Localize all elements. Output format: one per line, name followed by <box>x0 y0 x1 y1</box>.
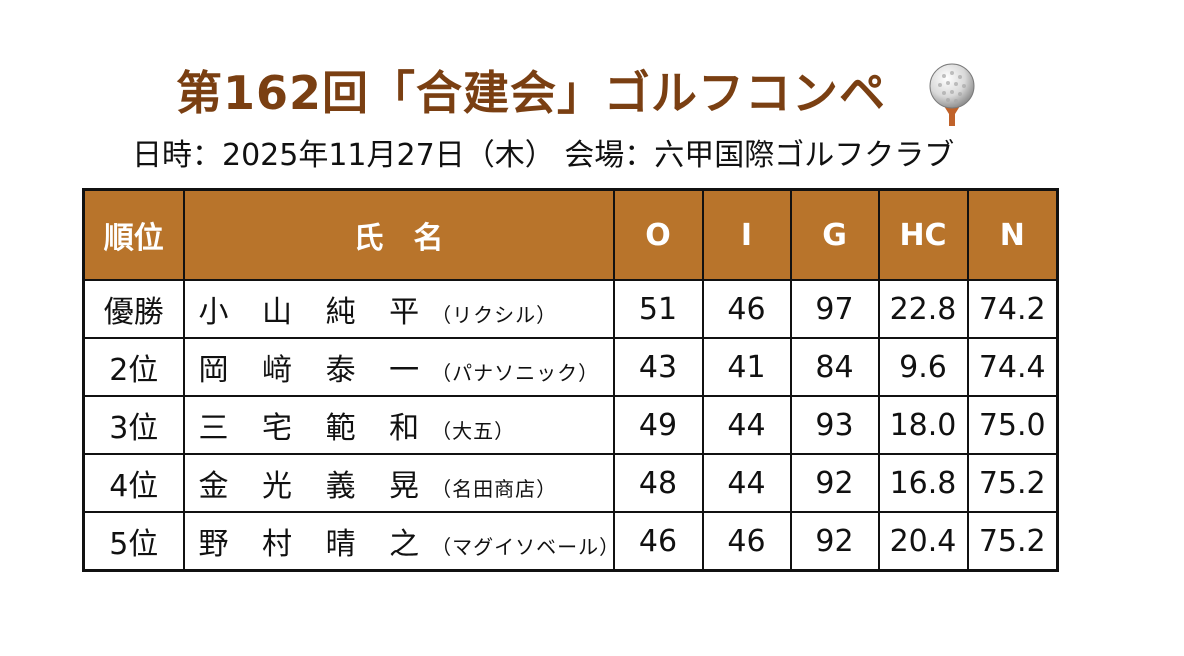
rank-cell: 優勝 <box>82 279 185 339</box>
in-score: 44 <box>701 395 792 455</box>
header-handicap: HC <box>877 188 969 281</box>
name-cell: 岡 﨑 泰 一（パナソニック） <box>182 337 615 397</box>
header-in: I <box>701 188 792 281</box>
page-title: 第162回「合建会」ゴルフコンペ <box>176 66 887 120</box>
net-score: 74.2 <box>966 279 1059 339</box>
handicap: 20.4 <box>877 511 969 572</box>
net-score: 75.2 <box>966 453 1059 513</box>
company-name: （名田商店） <box>431 477 558 501</box>
handicap: 16.8 <box>877 453 969 513</box>
out-score: 51 <box>612 279 704 339</box>
rank-cell: 3位 <box>82 395 185 455</box>
company-name: （パナソニック） <box>431 361 600 385</box>
out-score: 48 <box>612 453 704 513</box>
in-score: 44 <box>701 453 792 513</box>
net-score: 75.2 <box>966 511 1059 572</box>
table-header-row: 順位 氏 名 O I G HC N <box>82 188 1059 281</box>
header-out: O <box>612 188 704 281</box>
player-name: 小 山 純 平 <box>198 295 432 330</box>
header-gross: G <box>789 188 880 281</box>
out-score: 46 <box>612 511 704 572</box>
name-cell: 金 光 義 晃（名田商店） <box>182 453 615 513</box>
rank-cell: 2位 <box>82 337 185 397</box>
event-info: 日時：2025年11月27日（木） 会場：六甲国際ゴルフクラブ <box>132 138 955 173</box>
player-name: 岡 﨑 泰 一 <box>198 353 432 388</box>
company-name: （大五） <box>431 419 516 443</box>
header-net: N <box>966 188 1059 281</box>
company-name: （マグイソベール） <box>431 535 614 559</box>
rank-cell: 5位 <box>82 511 185 572</box>
name-cell: 三 宅 範 和（大五） <box>182 395 615 455</box>
player-name: 三 宅 範 和 <box>198 411 432 446</box>
player-name: 金 光 義 晃 <box>198 469 432 504</box>
rank-cell: 4位 <box>82 453 185 513</box>
net-score: 75.0 <box>966 395 1059 455</box>
gross-score: 93 <box>789 395 880 455</box>
in-score: 46 <box>701 511 792 572</box>
company-name: （リクシル） <box>431 303 558 327</box>
in-score: 46 <box>701 279 792 339</box>
out-score: 43 <box>612 337 704 397</box>
header-name: 氏 名 <box>182 188 615 281</box>
player-name: 野 村 晴 之 <box>198 527 432 562</box>
golf-ball-on-tee-icon <box>929 63 975 126</box>
name-cell: 小 山 純 平（リクシル） <box>182 279 615 339</box>
gross-score: 97 <box>789 279 880 339</box>
table-row: 3位 三 宅 範 和（大五） 49 44 93 18.0 75.0 <box>82 395 1059 455</box>
gross-score: 92 <box>789 511 880 572</box>
gross-score: 92 <box>789 453 880 513</box>
net-score: 74.4 <box>966 337 1059 397</box>
name-cell: 野 村 晴 之（マグイソベール） <box>182 511 615 572</box>
handicap: 22.8 <box>877 279 969 339</box>
table-row: 2位 岡 﨑 泰 一（パナソニック） 43 41 84 9.6 74.4 <box>82 337 1059 397</box>
gross-score: 84 <box>789 337 880 397</box>
handicap: 9.6 <box>877 337 969 397</box>
in-score: 41 <box>701 337 792 397</box>
results-table: 順位 氏 名 O I G HC N 優勝 小 山 純 平（リクシル） 51 46… <box>82 188 1059 572</box>
header-rank: 順位 <box>82 188 185 281</box>
table-row: 5位 野 村 晴 之（マグイソベール） 46 46 92 20.4 75.2 <box>82 511 1059 572</box>
out-score: 49 <box>612 395 704 455</box>
handicap: 18.0 <box>877 395 969 455</box>
table-row: 優勝 小 山 純 平（リクシル） 51 46 97 22.8 74.2 <box>82 279 1059 339</box>
table-row: 4位 金 光 義 晃（名田商店） 48 44 92 16.8 75.2 <box>82 453 1059 513</box>
